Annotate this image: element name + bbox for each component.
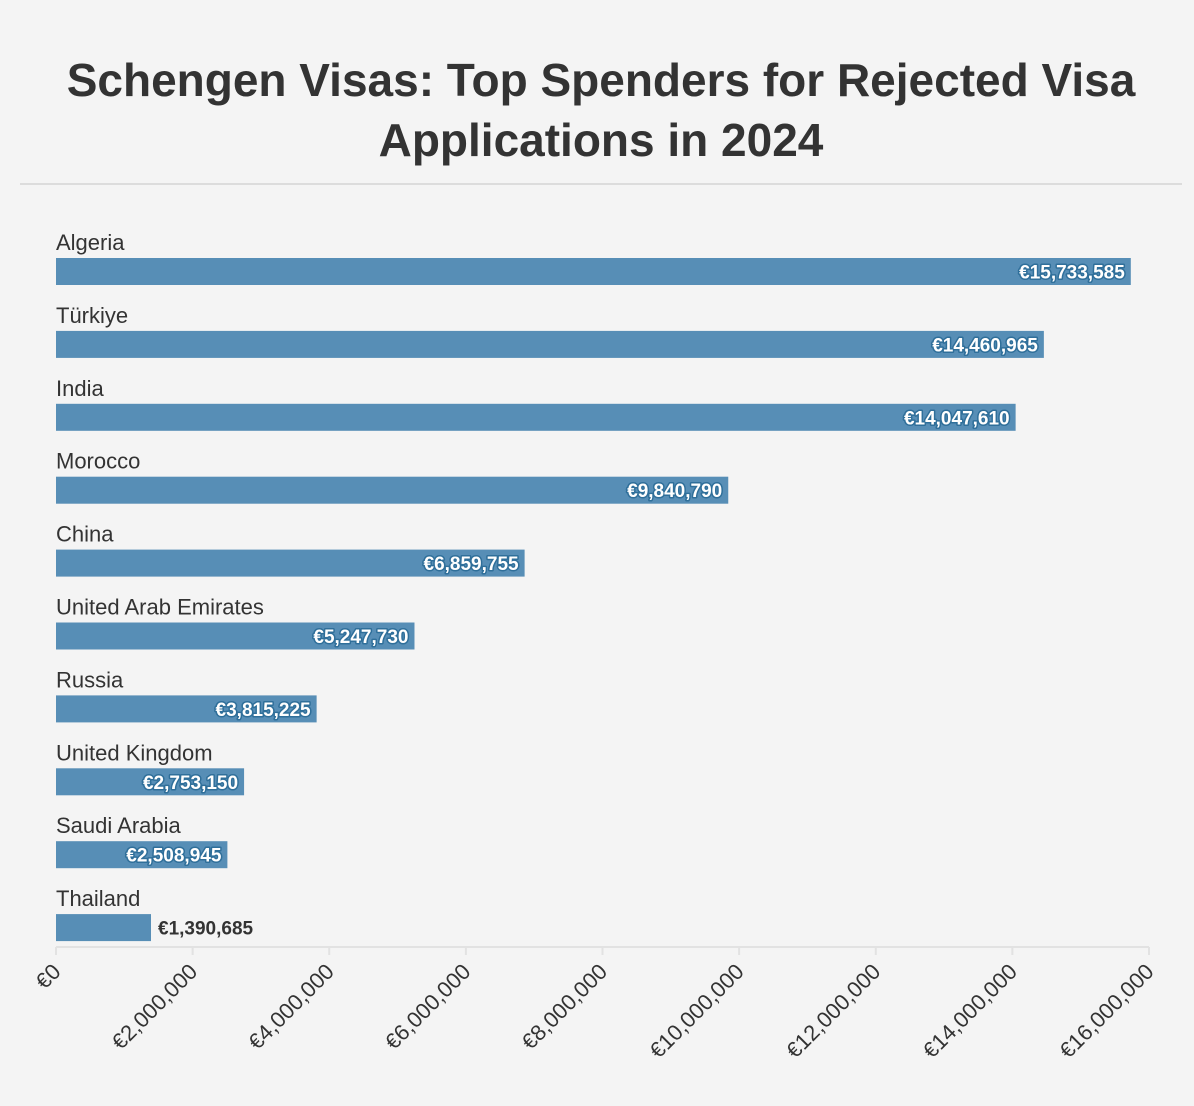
- category-label: Thailand: [56, 886, 140, 911]
- x-tick-label: €14,000,000: [918, 959, 1022, 1063]
- bar: [56, 258, 1131, 285]
- bar: [56, 549, 525, 577]
- category-label: India: [56, 376, 104, 401]
- x-axis: €0 €2,000,000 €4,000,000 €6,000,000 €8,000,0…: [31, 946, 1159, 1063]
- bar: [56, 330, 1044, 358]
- value-label: €9,840,790: [627, 481, 722, 502]
- value-label: €15,733,585: [1019, 263, 1125, 284]
- bar-row: Türkiye €14,460,965: [56, 303, 1044, 358]
- category-label: China: [56, 522, 114, 547]
- category-label: United Arab Emirates: [56, 595, 264, 620]
- value-label: €6,859,755: [424, 554, 520, 575]
- bar: [56, 403, 1016, 431]
- bar: [56, 622, 415, 650]
- chart-title: Schengen Visas: Top Spenders for Rejecte…: [66, 54, 1136, 166]
- bar-row: India €14,047,610: [56, 376, 1016, 431]
- title-divider: [20, 183, 1182, 185]
- bars-layer: Algeria €15,733,585 Türkiye €14,460,965 Indi…: [56, 230, 1131, 942]
- value-label: €1,390,685: [158, 919, 254, 940]
- bar: [56, 914, 152, 942]
- bar: [56, 841, 228, 869]
- value-label: €2,508,945: [126, 846, 222, 867]
- bar-row: Saudi Arabia €2,508,945: [56, 813, 228, 869]
- category-label: United Kingdom: [56, 740, 213, 765]
- x-tick-label: €8,000,000: [516, 959, 612, 1055]
- value-label: €3,815,225: [216, 700, 312, 721]
- x-tick-label: €4,000,000: [243, 959, 339, 1055]
- value-label: €5,247,730: [313, 627, 408, 648]
- x-tick-label: €12,000,000: [781, 959, 885, 1063]
- bar-row: Thailand €1,390,685: [56, 886, 254, 942]
- category-label: Algeria: [56, 230, 125, 255]
- category-label: Türkiye: [56, 303, 128, 328]
- bar: [56, 476, 729, 504]
- bar: [56, 695, 317, 723]
- value-label: €2,753,150: [143, 773, 238, 794]
- category-label: Russia: [56, 667, 124, 692]
- value-label: €14,460,965: [932, 335, 1038, 356]
- value-label: €14,047,610: [904, 408, 1010, 429]
- bar-row: United Kingdom €2,753,150: [56, 740, 245, 796]
- bar: [56, 768, 245, 796]
- x-tick-label: €10,000,000: [644, 959, 748, 1063]
- x-tick-label: €2,000,000: [107, 959, 203, 1055]
- category-label: Morocco: [56, 449, 140, 474]
- x-tick-label: €6,000,000: [380, 959, 476, 1055]
- x-tick-label: €0: [31, 959, 66, 994]
- bar-row: United Arab Emirates €5,247,730: [56, 595, 415, 650]
- bar-row: China €6,859,755: [56, 522, 525, 577]
- bar-row: Algeria €15,733,585: [56, 230, 1131, 285]
- bar-row: Russia €3,815,225: [56, 667, 317, 723]
- x-tick-label: €16,000,000: [1054, 959, 1158, 1063]
- category-label: Saudi Arabia: [56, 813, 182, 838]
- bar-row: Morocco €9,840,790: [56, 449, 729, 504]
